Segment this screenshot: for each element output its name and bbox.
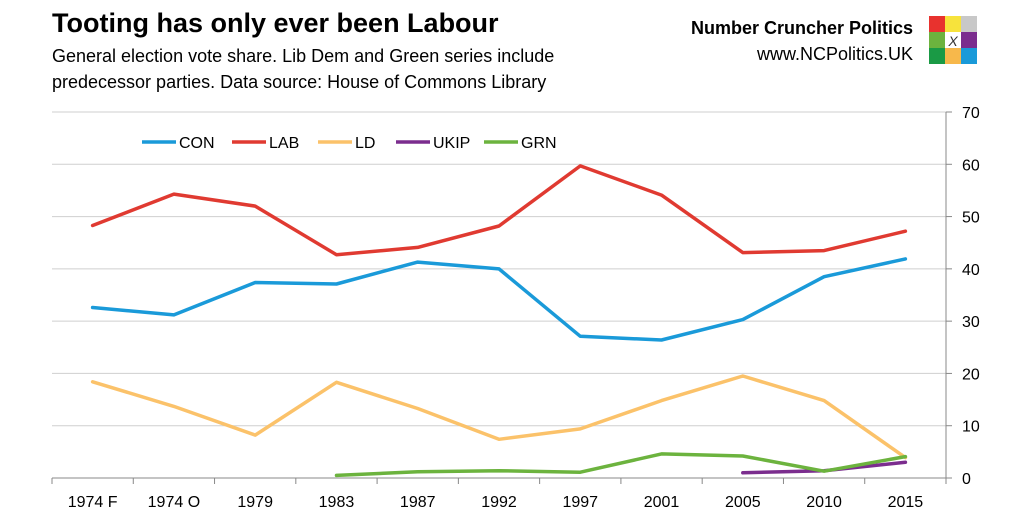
chart-subtitle: General election vote share. Lib Dem and… — [52, 46, 555, 92]
x-tick-label: 2005 — [725, 494, 761, 511]
x-tick-label: 1979 — [237, 494, 273, 511]
legend: CON LAB LD UKIP GRN — [142, 135, 557, 152]
x-tick-label: 1974 F — [68, 494, 118, 511]
logo-mark: X — [947, 33, 958, 49]
chart-title: Tooting has only ever been Labour — [52, 8, 499, 38]
legend-label-lab: LAB — [269, 135, 299, 152]
legend-label-con: CON — [179, 135, 215, 152]
y-tick-label: 50 — [962, 210, 980, 227]
logo-cell — [961, 48, 977, 64]
y-tick-label: 70 — [962, 105, 980, 122]
x-tick-label: 1974 O — [148, 494, 200, 511]
y-tick-label: 0 — [962, 471, 971, 488]
x-tick-label: 1987 — [400, 494, 436, 511]
y-tick-label: 60 — [962, 157, 980, 174]
brand-url: www.NCPolitics.UK — [756, 44, 913, 64]
y-tick-label: 10 — [962, 419, 980, 436]
logo-cell — [945, 16, 961, 32]
series-line-grn — [334, 452, 908, 478]
legend-label-ukip: UKIP — [433, 135, 470, 152]
logo-cell — [945, 32, 961, 48]
logo-cell — [961, 16, 977, 32]
y-tick-label: 30 — [962, 314, 980, 331]
series-line-ld — [90, 374, 908, 460]
y-axis-ticks: 0 10 20 30 40 50 60 70 — [946, 105, 980, 488]
logo-cell — [929, 48, 945, 64]
legend-label-grn: GRN — [521, 135, 557, 152]
x-tick-label: 1997 — [562, 494, 598, 511]
x-tick-label: 2001 — [644, 494, 680, 511]
series-line-lab — [90, 164, 908, 257]
legend-label-ld: LD — [355, 135, 375, 152]
x-axis-ticks: 1974 F 1974 O 1979 1983 1987 1992 1997 2001 2005… — [51, 478, 947, 511]
x-tick-label: 1983 — [319, 494, 355, 511]
ncp-logo-icon: X — [929, 16, 977, 64]
series-lines — [90, 164, 908, 478]
y-tick-label: 20 — [962, 366, 980, 383]
x-tick-label: 2010 — [806, 494, 842, 511]
y-tick-label: 40 — [962, 262, 980, 279]
logo-cell — [945, 48, 961, 64]
x-tick-label: 2015 — [888, 494, 924, 511]
logo-cell — [961, 32, 977, 48]
logo-cell — [929, 32, 945, 48]
x-tick-label: 1992 — [481, 494, 517, 511]
brand-name: Number Cruncher Politics — [690, 18, 913, 38]
logo-cell — [929, 16, 945, 32]
axes — [52, 112, 947, 479]
series-line-con — [90, 257, 908, 342]
